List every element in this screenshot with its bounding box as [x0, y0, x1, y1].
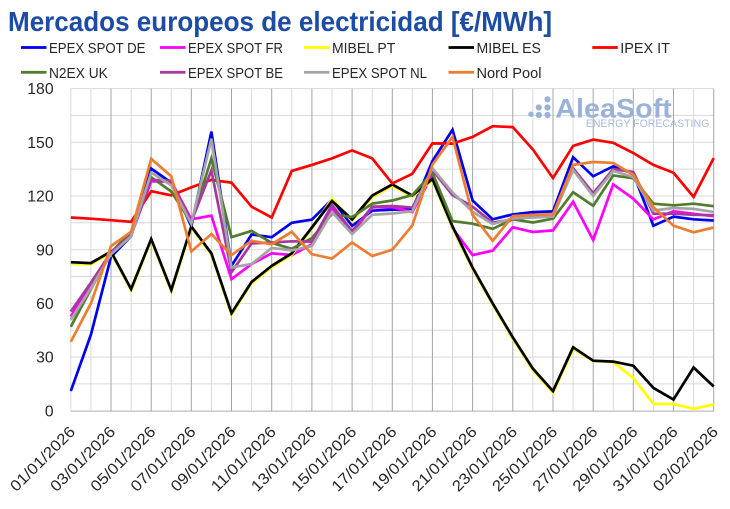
- svg-text:EPEX SPOT NL: EPEX SPOT NL: [332, 66, 427, 82]
- svg-text:EPEX SPOT FR: EPEX SPOT FR: [188, 41, 283, 57]
- svg-text:30: 30: [36, 350, 54, 367]
- svg-text:180: 180: [27, 81, 54, 98]
- svg-text:60: 60: [36, 296, 54, 313]
- svg-text:IPEX IT: IPEX IT: [620, 41, 670, 57]
- svg-text:EPEX SPOT DE: EPEX SPOT DE: [49, 41, 146, 57]
- svg-text:150: 150: [27, 135, 54, 152]
- svg-text:N2EX UK: N2EX UK: [49, 66, 108, 82]
- svg-text:MIBEL PT: MIBEL PT: [332, 41, 395, 57]
- svg-text:ENERGY FORECASTING: ENERGY FORECASTING: [586, 118, 709, 130]
- svg-text:120: 120: [27, 189, 54, 206]
- svg-text:MIBEL ES: MIBEL ES: [477, 41, 541, 57]
- svg-text:Nord Pool: Nord Pool: [477, 66, 542, 82]
- svg-text:90: 90: [36, 242, 54, 259]
- svg-text:0: 0: [45, 403, 54, 420]
- svg-text:EPEX SPOT BE: EPEX SPOT BE: [188, 66, 283, 82]
- svg-text:AleaSoft: AleaSoft: [555, 93, 672, 123]
